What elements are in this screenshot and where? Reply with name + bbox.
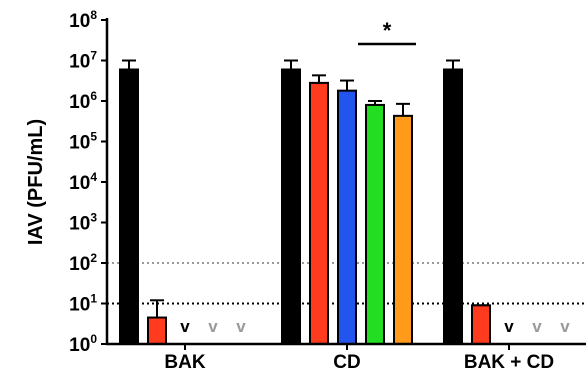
below-limit-marker: v <box>236 317 246 336</box>
y-axis-title: IAV (PFU/mL) <box>25 119 47 245</box>
y-tick-label: 108 <box>69 8 97 32</box>
y-tick-label: 102 <box>69 251 97 275</box>
bar <box>147 316 167 345</box>
bar <box>443 68 463 346</box>
below-limit-marker: v <box>560 317 570 336</box>
bar <box>119 68 139 346</box>
bars <box>119 59 491 346</box>
bar <box>337 89 357 345</box>
bar <box>281 68 301 346</box>
bar <box>471 304 491 345</box>
significance-label: * <box>383 18 392 43</box>
y-tick-label: 101 <box>69 292 97 316</box>
bar <box>393 114 413 345</box>
y-tick-label: 104 <box>69 170 97 194</box>
below-limit-marker: v <box>180 317 190 336</box>
x-category-label: CD <box>333 352 360 372</box>
below-limit-marker: v <box>532 317 542 336</box>
below-limit-marker: v <box>208 317 218 336</box>
y-tick-label: 100 <box>69 332 97 356</box>
below-limit-marker: v <box>504 317 514 336</box>
bar <box>365 103 385 346</box>
x-category-label: BAK <box>164 352 205 372</box>
y-tick-label: 105 <box>69 130 97 154</box>
y-tick-label: 107 <box>69 49 97 73</box>
y-tick-label: 103 <box>69 211 97 235</box>
axes <box>101 18 586 350</box>
y-tick-label: 106 <box>69 89 97 113</box>
x-category-label: BAK + CD <box>464 352 554 372</box>
bar <box>309 81 329 345</box>
